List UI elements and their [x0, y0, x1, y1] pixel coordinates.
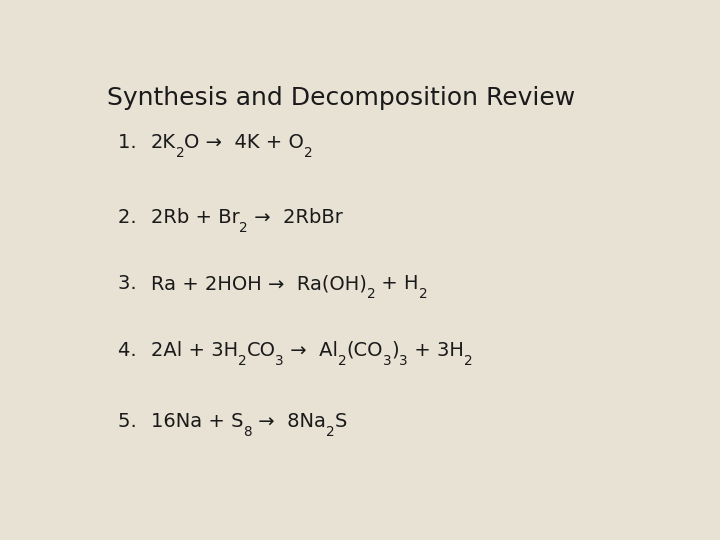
Text: 3: 3: [400, 354, 408, 368]
Text: + 3H: + 3H: [408, 341, 464, 360]
Text: 2: 2: [464, 354, 472, 368]
Text: + H: + H: [375, 274, 419, 293]
Text: 2: 2: [419, 287, 428, 301]
Text: 2: 2: [240, 221, 248, 235]
Text: Synthesis and Decomposition Review: Synthesis and Decomposition Review: [107, 85, 575, 110]
Text: Ra + 2HOH →  Ra(OH): Ra + 2HOH → Ra(OH): [150, 274, 366, 293]
Text: 2Rb + Br: 2Rb + Br: [150, 208, 240, 227]
Text: 2: 2: [338, 354, 347, 368]
Text: 2: 2: [304, 146, 312, 160]
Text: ): ): [392, 341, 400, 360]
Text: (CO: (CO: [347, 341, 383, 360]
Text: O →  4K + O: O → 4K + O: [184, 133, 304, 152]
Text: S: S: [335, 411, 347, 430]
Text: 3: 3: [276, 354, 284, 368]
Text: 2: 2: [238, 354, 246, 368]
Text: 2: 2: [176, 146, 184, 160]
Text: →  8Na: → 8Na: [252, 411, 326, 430]
Text: →  2RbBr: → 2RbBr: [248, 208, 343, 227]
Text: 1.: 1.: [118, 133, 149, 152]
Text: 2K: 2K: [150, 133, 176, 152]
Text: 2: 2: [366, 287, 375, 301]
Text: 8: 8: [243, 424, 252, 438]
Text: 3.: 3.: [118, 274, 149, 293]
Text: 2: 2: [326, 424, 335, 438]
Text: 3: 3: [383, 354, 392, 368]
Text: 16Na + S: 16Na + S: [150, 411, 243, 430]
Text: 5.: 5.: [118, 411, 149, 430]
Text: 4.: 4.: [118, 341, 149, 360]
Text: →  Al: → Al: [284, 341, 338, 360]
Text: 2Al + 3H: 2Al + 3H: [150, 341, 238, 360]
Text: CO: CO: [246, 341, 276, 360]
Text: 2.: 2.: [118, 208, 149, 227]
